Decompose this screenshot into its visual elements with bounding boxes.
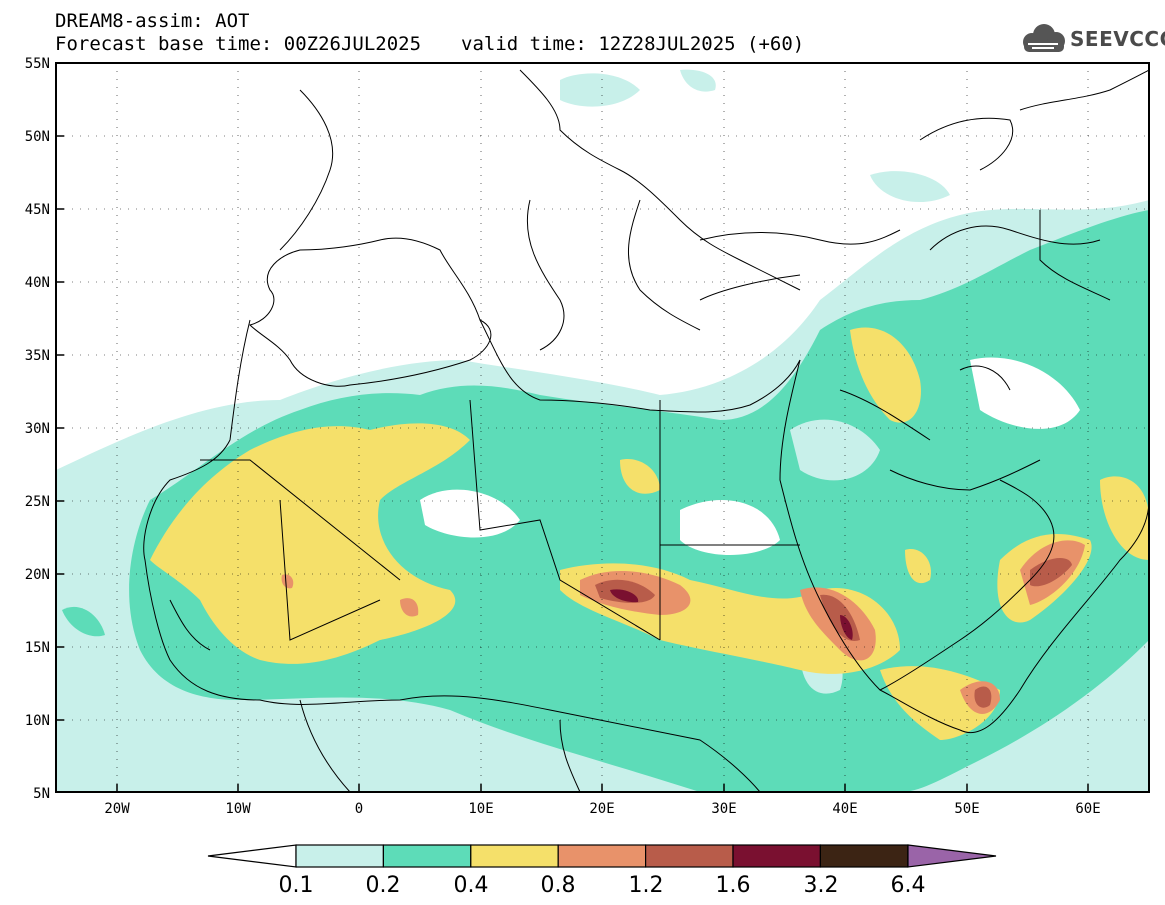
lon-label-20w: 20W <box>104 801 130 817</box>
aot-field <box>56 69 1149 792</box>
cloud-icon <box>1023 24 1065 52</box>
lon-label-10w: 10W <box>225 801 251 817</box>
colorbar-tick-7: 6.4 <box>891 873 926 898</box>
colorbar-tick-4: 1.2 <box>629 873 664 898</box>
colorbar-tick-5: 1.6 <box>716 873 751 898</box>
seevccc-logo <box>1023 24 1065 52</box>
colorbar: 0.1 0.2 0.4 0.8 1.2 1.6 3.2 6.4 <box>207 844 997 898</box>
colorbar-cell-0 <box>295 844 385 868</box>
coastlines <box>143 69 1149 792</box>
colorbar-tick-6: 3.2 <box>804 873 839 898</box>
colorbar-cell-1 <box>382 844 472 868</box>
lon-label-40e: 40E <box>832 801 857 817</box>
lat-label-15n: 15N <box>25 640 50 656</box>
colorbar-cell-4 <box>644 844 734 868</box>
colorbar-tick-0: 0.1 <box>279 873 314 898</box>
lat-label-55n: 55N <box>25 56 50 72</box>
forecast-base-time: Forecast base time: 00Z26JUL2025 <box>55 33 422 55</box>
lat-label-45n: 45N <box>25 202 50 218</box>
colorbar-cell-3 <box>557 844 647 868</box>
time-info: Forecast base time: 00Z26JUL2025 valid ti… <box>55 33 804 55</box>
lat-label-5n: 5N <box>33 786 50 802</box>
colorbar-cell-6 <box>819 844 909 868</box>
longitude-labels: 20W 10W 0 10E 20E 30E 40E 50E 60E <box>104 801 1100 817</box>
map-title: DREAM8-assim: AOT <box>55 10 250 32</box>
lat-label-50n: 50N <box>25 129 50 145</box>
colorbar-high-arrow <box>907 844 997 868</box>
lon-label-50e: 50E <box>954 801 979 817</box>
lon-label-60e: 60E <box>1075 801 1100 817</box>
logo-text: SEEVCCC <box>1070 27 1165 51</box>
lat-label-25n: 25N <box>25 494 50 510</box>
lon-label-30e: 30E <box>711 801 736 817</box>
lon-label-0: 0 <box>355 801 363 817</box>
valid-time: valid time: 12Z28JUL2025 (+60) <box>461 33 805 55</box>
colorbar-cell-2 <box>470 844 559 868</box>
colorbar-low-arrow <box>207 844 297 868</box>
lat-label-20n: 20N <box>25 567 50 583</box>
latitude-labels: 55N 50N 45N 40N 35N 30N 25N 20N 15N 10N … <box>25 56 50 802</box>
lon-label-20e: 20E <box>589 801 614 817</box>
colorbar-tick-1: 0.2 <box>366 873 401 898</box>
lat-label-10n: 10N <box>25 713 50 729</box>
lat-label-35n: 35N <box>25 348 50 364</box>
lat-label-30n: 30N <box>25 421 50 437</box>
axis-ticks <box>56 62 1089 792</box>
colorbar-tick-3: 0.8 <box>541 873 576 898</box>
colorbar-tick-2: 0.4 <box>454 873 489 898</box>
lat-label-40n: 40N <box>25 275 50 291</box>
colorbar-cell-5 <box>732 844 822 868</box>
aot-band-1.6 <box>610 589 639 603</box>
aot-band-0.4 <box>150 423 470 664</box>
lon-label-10e: 10E <box>468 801 493 817</box>
